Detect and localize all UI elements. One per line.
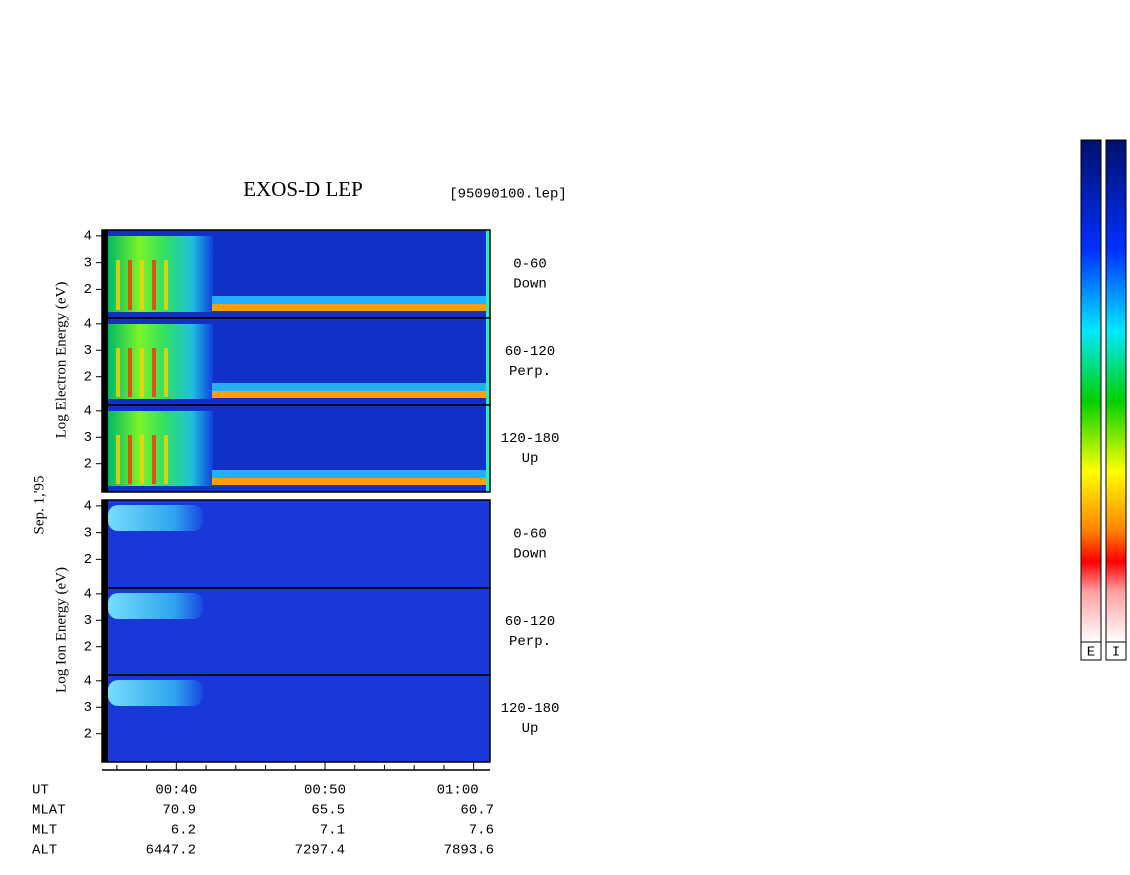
y-tick-label: 2 [84,456,92,472]
y-tick-label: 2 [84,369,92,385]
y-tick-label: 3 [84,430,92,446]
panel-frame [101,404,491,493]
colorbar [1080,139,1102,643]
spectrogram-streak [140,435,144,484]
spectrogram-region [108,505,203,531]
y-tick-label: 3 [84,343,92,359]
panel-direction: Perp. [509,364,551,380]
y-tick-label: 2 [84,639,92,655]
panel-angle: 120-180 [501,701,560,717]
panel-direction: Down [513,547,547,563]
y-tick-label: 4 [84,587,92,603]
panel-frame [101,674,491,763]
ephemeris-name: MLT [32,823,57,839]
file-name: [95090100.lep] [449,187,567,203]
colorbar-label: E [1087,645,1095,661]
ephemeris-value: 7.6 [469,823,494,839]
y-tick-label: 4 [84,229,92,245]
y-tick-label: 4 [84,317,92,333]
spectrogram-edge [102,230,108,318]
ephemeris-value: 65.5 [311,803,345,819]
x-tick-label: 00:50 [304,783,346,799]
y-tick-label: 2 [84,552,92,568]
panel-direction: Up [522,451,539,467]
spectrogram-edge [102,405,108,492]
spectrogram-streak [128,348,132,397]
spectrogram-region [108,324,213,399]
y-tick-label: 2 [84,282,92,298]
ephemeris-value: 7.1 [320,823,345,839]
x-axis-label: UT [32,783,49,799]
spectrogram-band [212,304,488,311]
panel-angle: 0-60 [513,257,547,273]
ephemeris-value: 7297.4 [295,843,345,859]
y-tick-label: 3 [84,613,92,629]
x-tick-label: 00:40 [155,783,197,799]
ephemeris-value: 6447.2 [146,843,196,859]
date-label: Sep. 1,'95 [31,476,47,535]
spectrogram-streak [152,260,156,310]
panel-direction: Down [513,277,547,293]
spectrogram-streak [152,435,156,484]
spectrogram-band [212,383,488,391]
y-axis-label: Log Electron Energy (eV) [53,282,69,439]
spectrogram-region [108,411,213,486]
spectrogram-region [108,236,213,312]
y-axis-label: Log Ion Energy (eV) [53,567,69,693]
panel-direction: Perp. [509,634,551,650]
spectrogram-streak [140,348,144,397]
spectrogram-edge [102,500,108,588]
ephemeris-value: 7893.6 [444,843,494,859]
y-tick-label: 2 [84,726,92,742]
colorbar-label-box [1105,641,1127,661]
spectrogram-edge [486,230,490,318]
spectrogram-streak [116,260,120,310]
spectrogram-streak [128,435,132,484]
spectrogram-streak [116,435,120,484]
spectrogram-region [108,680,203,706]
spectrogram-streak [164,348,168,397]
ephemeris-name: MLAT [32,803,66,819]
spectrogram-streak [116,348,120,397]
spectrogram-band [212,470,488,478]
panel-angle: 0-60 [513,527,547,543]
y-tick-label: 3 [84,255,92,271]
y-tick-label: 4 [84,674,92,690]
spectrogram-band [212,391,488,398]
colorbar-label-box [1080,641,1102,661]
spectrogram-region [108,593,203,619]
spectrogram-streak [140,260,144,310]
spectrogram-edge [102,675,108,762]
chart-title: EXOS-D LEP [243,177,363,201]
ephemeris-value: 60.7 [460,803,494,819]
colorbar-label: I [1112,645,1120,661]
spectrogram-edge [486,405,490,492]
y-tick-label: 4 [84,404,92,420]
y-tick-label: 3 [84,525,92,541]
spectrogram-edge [486,318,490,405]
spectrogram-streak [152,348,156,397]
panel-angle: 120-180 [501,431,560,447]
y-tick-label: 4 [84,499,92,515]
y-tick-label: 3 [84,700,92,716]
spectrogram-band [212,296,488,304]
panel-angle: 60-120 [505,344,555,360]
spectrogram-streak [164,260,168,310]
colorbar [1105,139,1127,643]
spectrogram-band [212,478,488,485]
panel-angle: 60-120 [505,614,555,630]
spectrogram-edge [102,318,108,405]
ephemeris-value: 70.9 [162,803,196,819]
spectrogram-streak [128,260,132,310]
ephemeris-name: ALT [32,843,57,859]
spectrogram-streak [164,435,168,484]
x-tick-label: 01:00 [437,783,479,799]
ephemeris-value: 6.2 [171,823,196,839]
spectrogram-edge [102,588,108,675]
panel-direction: Up [522,721,539,737]
